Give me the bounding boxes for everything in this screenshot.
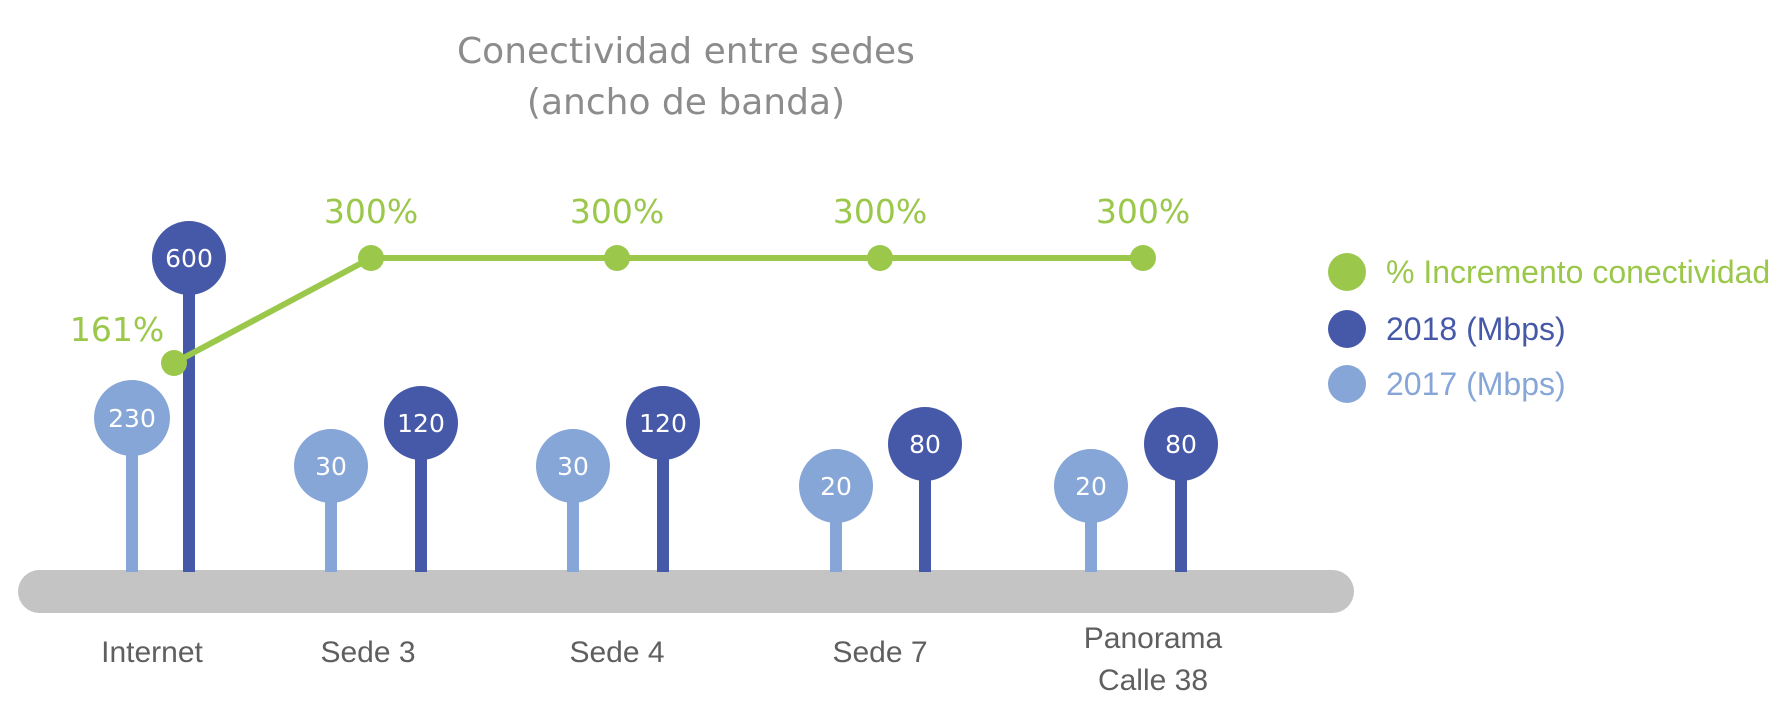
category-label-3: Sede 7	[832, 636, 927, 669]
baseline-bar	[18, 570, 1354, 613]
percent-point-2	[604, 245, 630, 271]
point-2018-0	[152, 221, 226, 295]
legend-2018-label: 2018 (Mbps)	[1386, 311, 1566, 347]
point-2018-3	[888, 407, 962, 481]
legend-2018-marker	[1328, 310, 1366, 348]
percent-point-1	[358, 245, 384, 271]
value-label-2017-0: 230	[108, 404, 156, 433]
percent-point-0	[161, 350, 187, 376]
point-2017-1	[294, 429, 368, 503]
legend-increment-label: % Incremento conectividad	[1386, 254, 1770, 290]
point-2018-4	[1144, 407, 1218, 481]
chart-title: Conectividad entre sedes	[457, 31, 915, 72]
legend-2017-marker	[1328, 365, 1366, 403]
point-2017-2	[536, 429, 610, 503]
value-label-2017-4: 20	[1075, 472, 1107, 501]
value-label-2017-2: 30	[557, 452, 589, 481]
percent-line	[172, 255, 1143, 366]
percent-label-2: 300%	[570, 192, 664, 231]
percent-point-3	[867, 245, 893, 271]
value-label-2018-0: 600	[165, 244, 213, 273]
category-label-1: Sede 3	[320, 636, 415, 669]
percent-label-4: 300%	[1096, 192, 1190, 231]
category-label-4: Panorama Calle 38	[1084, 622, 1223, 697]
value-label-2018-3: 80	[909, 430, 941, 459]
chart-subtitle: (ancho de banda)	[527, 82, 845, 123]
legend-2017-label: 2017 (Mbps)	[1386, 366, 1566, 402]
legend: % Incremento conectividad 2018 (Mbps) 2017…	[1328, 253, 1770, 403]
percent-label-3: 300%	[833, 192, 927, 231]
value-label-2017-1: 30	[315, 452, 347, 481]
value-label-2018-1: 120	[397, 409, 445, 438]
percent-label-0: 161%	[70, 310, 164, 349]
point-2018-2	[626, 386, 700, 460]
legend-increment-marker	[1328, 253, 1366, 291]
percent-label-1: 300%	[324, 192, 418, 231]
value-label-2017-3: 20	[820, 472, 852, 501]
percent-point-4	[1130, 245, 1156, 271]
category-label-0: Internet	[101, 636, 203, 669]
point-2018-1	[384, 386, 458, 460]
point-2017-4	[1054, 449, 1128, 523]
category-label-2: Sede 4	[569, 636, 664, 669]
value-label-2018-2: 120	[639, 409, 687, 438]
value-label-2018-4: 80	[1165, 430, 1197, 459]
point-2017-0	[94, 380, 170, 456]
point-2017-3	[799, 449, 873, 523]
